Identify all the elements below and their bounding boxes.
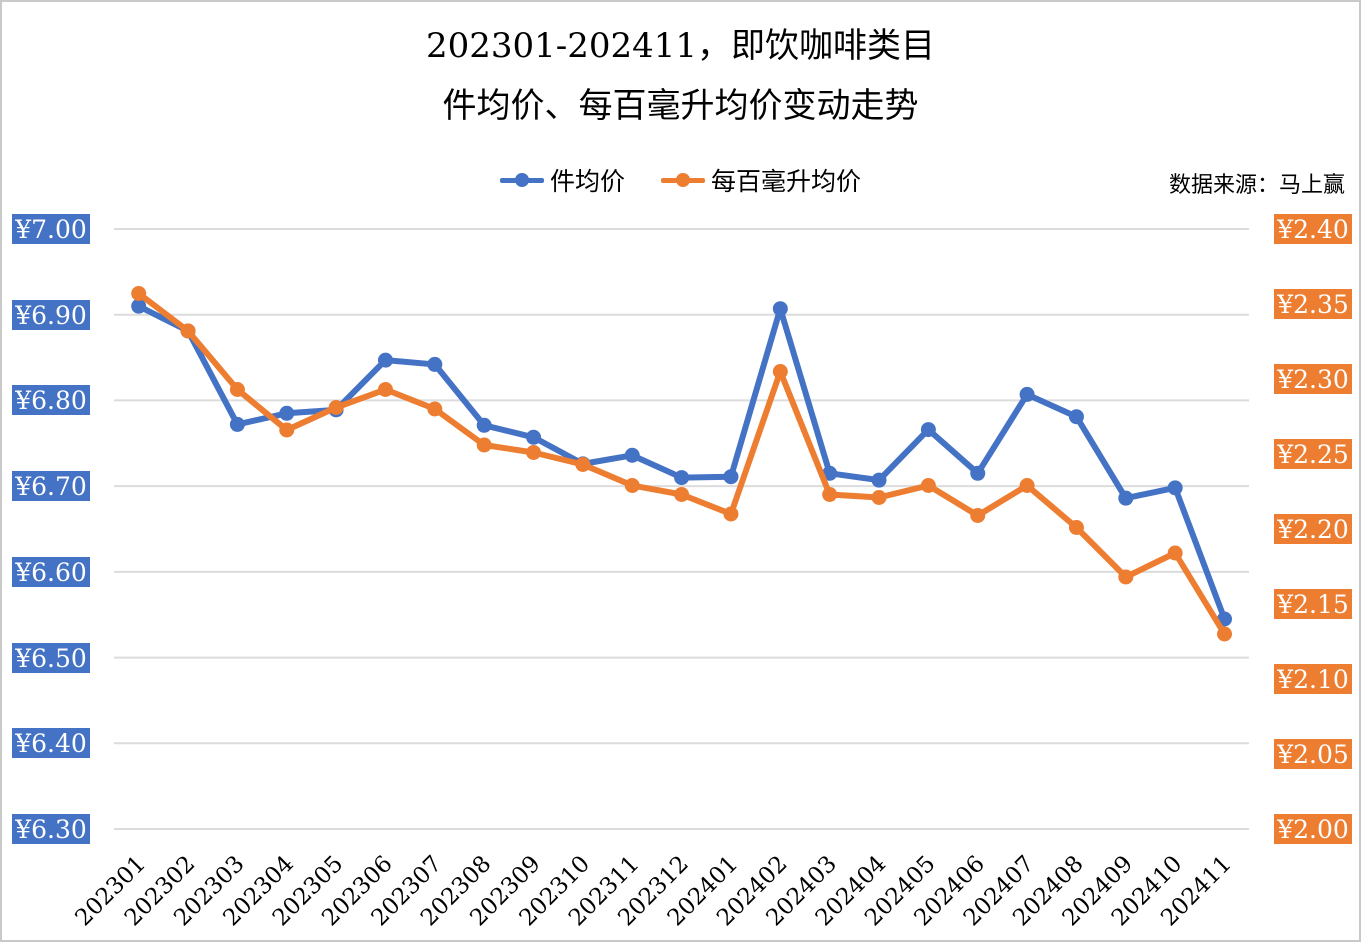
right-axis-tick: ¥2.40: [1274, 214, 1352, 244]
data-point-avg-price-per-100ml: [723, 506, 739, 522]
data-point-avg-item-price: [279, 405, 295, 421]
left-axis-tick: ¥6.90: [12, 299, 90, 330]
right-axis-tick: ¥2.05: [1274, 739, 1352, 769]
data-point-avg-item-price: [476, 417, 492, 433]
data-point-avg-item-price: [624, 447, 640, 463]
data-point-avg-price-per-100ml: [1019, 478, 1035, 493]
data-point-avg-price-per-100ml: [575, 457, 591, 472]
data-point-avg-price-per-100ml: [526, 445, 542, 460]
legend-label: 件均价: [549, 167, 625, 196]
data-point-avg-price-per-100ml: [822, 487, 838, 502]
data-point-avg-price-per-100ml: [871, 490, 887, 505]
data-point-avg-price-per-100ml: [377, 382, 393, 397]
data-point-avg-item-price: [377, 352, 393, 368]
left-axis-tick: ¥6.30: [12, 814, 90, 844]
chart-title-line1: 202301-202411，即饮咖啡类目: [425, 26, 936, 66]
legend-line-marker-icon: [661, 172, 705, 188]
data-point-avg-price-per-100ml: [1217, 626, 1233, 642]
data-point-avg-price-per-100ml: [476, 437, 492, 453]
left-axis-tick: ¥6.50: [12, 642, 90, 673]
data-point-avg-item-price: [674, 470, 690, 486]
legend-line-marker-icon: [499, 172, 544, 188]
right-axis-tick: ¥2.20: [1274, 514, 1352, 544]
chart-title: 202301-202411，即饮咖啡类目 件均价、每百毫升均价变动走势: [2, 16, 1359, 136]
data-source-label: 数据来源：马上赢: [1168, 173, 1345, 198]
left-axis-tick: ¥6.80: [12, 385, 90, 416]
data-point-avg-price-per-100ml: [1068, 520, 1084, 535]
left-axis-tick: ¥6.60: [12, 556, 90, 587]
data-point-avg-item-price: [427, 356, 443, 372]
data-point-avg-price-per-100ml: [328, 400, 344, 415]
right-axis-tick: ¥2.35: [1274, 289, 1352, 319]
data-point-avg-item-price: [1118, 490, 1134, 506]
right-axis-tick: ¥2.00: [1274, 814, 1352, 844]
legend-item: 每百毫升均价: [661, 162, 861, 198]
data-point-avg-item-price: [920, 422, 936, 438]
right-axis-tick: ¥2.15: [1274, 589, 1352, 619]
data-point-avg-price-per-100ml: [180, 323, 196, 339]
data-point-avg-price-per-100ml: [1167, 545, 1183, 561]
data-point-avg-price-per-100ml: [674, 487, 690, 502]
legend: 件均价 每百毫升均价: [2, 162, 1359, 198]
left-axis-tick: ¥6.70: [12, 471, 90, 502]
series-line-avg-price-per-100ml: [136, 291, 1228, 636]
data-point-avg-price-per-100ml: [970, 508, 986, 523]
chart-title-line2: 件均价、每百毫升均价变动走势: [442, 86, 919, 126]
data-point-avg-price-per-100ml: [279, 422, 295, 438]
data-point-avg-price-per-100ml: [1118, 569, 1134, 585]
left-axis-tick: ¥6.40: [12, 728, 90, 759]
data-point-avg-price-per-100ml: [229, 382, 245, 397]
data-point-avg-price-per-100ml: [427, 401, 443, 417]
data-point-avg-item-price: [723, 469, 739, 485]
data-point-avg-price-per-100ml: [920, 478, 936, 493]
data-point-avg-price-per-100ml: [624, 478, 640, 493]
legend-label: 每百毫升均价: [711, 167, 862, 196]
right-axis-tick: ¥2.30: [1274, 364, 1352, 394]
data-point-avg-item-price: [822, 465, 838, 481]
data-point-avg-item-price: [229, 416, 245, 432]
data-point-avg-item-price: [1167, 480, 1183, 496]
data-point-avg-price-per-100ml: [131, 286, 147, 301]
data-point-avg-item-price: [871, 472, 887, 488]
data-point-avg-item-price: [526, 429, 542, 445]
data-point-avg-item-price: [970, 465, 986, 481]
data-point-avg-item-price: [772, 301, 788, 317]
data-point-avg-price-per-100ml: [772, 364, 788, 379]
data-point-avg-item-price: [131, 298, 147, 314]
legend-item: 件均价: [499, 162, 625, 198]
right-axis-tick: ¥2.25: [1274, 439, 1352, 469]
data-point-avg-item-price: [1019, 386, 1035, 402]
data-point-avg-item-price: [1068, 409, 1084, 425]
right-axis-tick: ¥2.10: [1274, 664, 1352, 694]
left-axis-tick: ¥7.00: [12, 214, 90, 244]
